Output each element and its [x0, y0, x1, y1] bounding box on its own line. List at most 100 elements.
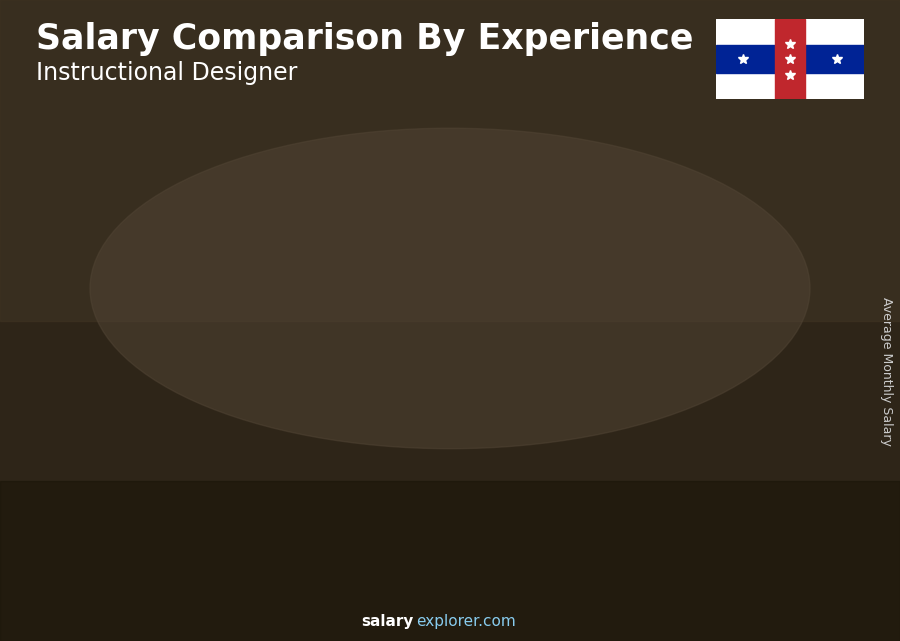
Bar	[356, 412, 358, 577]
Bar	[105, 511, 107, 577]
Text: +nan%: +nan%	[503, 253, 580, 272]
Bar	[516, 367, 517, 577]
Bar	[500, 367, 501, 577]
Bar	[334, 412, 336, 577]
Bar	[243, 465, 245, 577]
Bar	[99, 511, 101, 577]
Bar	[253, 465, 255, 577]
Bar	[139, 510, 148, 575]
Polygon shape	[265, 452, 277, 577]
Bar	[135, 511, 137, 577]
Bar	[644, 321, 654, 576]
Bar	[621, 318, 623, 577]
Bar	[338, 412, 340, 577]
Bar	[640, 318, 644, 577]
Bar	[759, 267, 760, 577]
Bar	[139, 512, 150, 576]
Bar	[337, 412, 338, 577]
Bar	[518, 370, 528, 576]
Bar	[391, 415, 402, 576]
Bar	[456, 367, 458, 577]
Bar	[518, 369, 527, 576]
Bar	[599, 318, 601, 577]
Bar	[616, 318, 617, 577]
Bar	[115, 511, 117, 577]
Bar	[609, 318, 611, 577]
Bar	[583, 318, 585, 577]
Bar	[770, 272, 782, 576]
Text: 0 ANG: 0 ANG	[458, 331, 511, 346]
Bar	[518, 370, 528, 576]
Bar	[734, 267, 735, 577]
Bar	[627, 318, 629, 577]
Bar	[220, 465, 222, 577]
Bar	[766, 267, 770, 577]
Bar	[711, 288, 719, 562]
Bar	[767, 267, 769, 577]
Bar	[588, 318, 590, 577]
Bar	[639, 318, 641, 577]
Bar	[391, 413, 401, 575]
Bar	[518, 369, 526, 575]
Text: +nan%: +nan%	[629, 200, 706, 219]
Bar	[0, 0, 900, 320]
Bar	[770, 272, 781, 576]
Bar	[626, 318, 627, 577]
Polygon shape	[704, 253, 782, 267]
Bar	[506, 367, 508, 577]
Text: 0 ANG: 0 ANG	[205, 429, 258, 444]
Bar	[770, 272, 782, 576]
Bar	[770, 272, 781, 576]
Bar	[139, 512, 150, 577]
Bar	[512, 367, 514, 577]
Bar	[644, 320, 652, 574]
Bar	[634, 318, 635, 577]
Bar	[137, 511, 139, 577]
Bar	[111, 511, 112, 577]
Bar	[716, 46, 864, 73]
Bar	[139, 510, 148, 576]
Bar	[247, 465, 248, 577]
Bar	[139, 511, 149, 576]
Bar	[727, 267, 729, 577]
Bar	[215, 465, 217, 577]
Bar	[213, 465, 216, 577]
Bar	[596, 318, 598, 577]
Bar	[584, 336, 592, 564]
Bar	[75, 511, 76, 577]
Bar	[713, 267, 715, 577]
Bar	[84, 511, 86, 577]
Bar	[518, 369, 527, 575]
Bar	[256, 465, 258, 577]
Bar	[598, 318, 599, 577]
Bar	[139, 511, 149, 576]
Bar	[755, 267, 757, 577]
Bar	[462, 367, 464, 577]
Bar	[382, 412, 384, 577]
Bar	[591, 318, 593, 577]
Bar	[255, 465, 256, 577]
Bar	[133, 511, 135, 577]
Bar	[265, 467, 276, 576]
Bar	[518, 371, 529, 577]
Bar	[642, 318, 643, 577]
Bar	[632, 318, 634, 577]
Bar	[723, 267, 724, 577]
Bar	[350, 412, 352, 577]
Polygon shape	[139, 497, 151, 577]
Bar	[353, 412, 356, 577]
Text: Salary Comparison By Experience: Salary Comparison By Experience	[36, 22, 693, 56]
Bar	[644, 322, 656, 577]
Bar	[619, 318, 621, 577]
Bar	[229, 465, 230, 577]
Bar	[225, 465, 227, 577]
Bar	[76, 511, 77, 577]
Bar	[745, 267, 747, 577]
Bar	[391, 413, 401, 574]
Bar	[376, 412, 378, 577]
Bar	[391, 415, 403, 577]
Bar	[386, 412, 388, 577]
Bar	[204, 465, 206, 577]
Bar	[452, 367, 456, 577]
Bar	[232, 465, 234, 577]
